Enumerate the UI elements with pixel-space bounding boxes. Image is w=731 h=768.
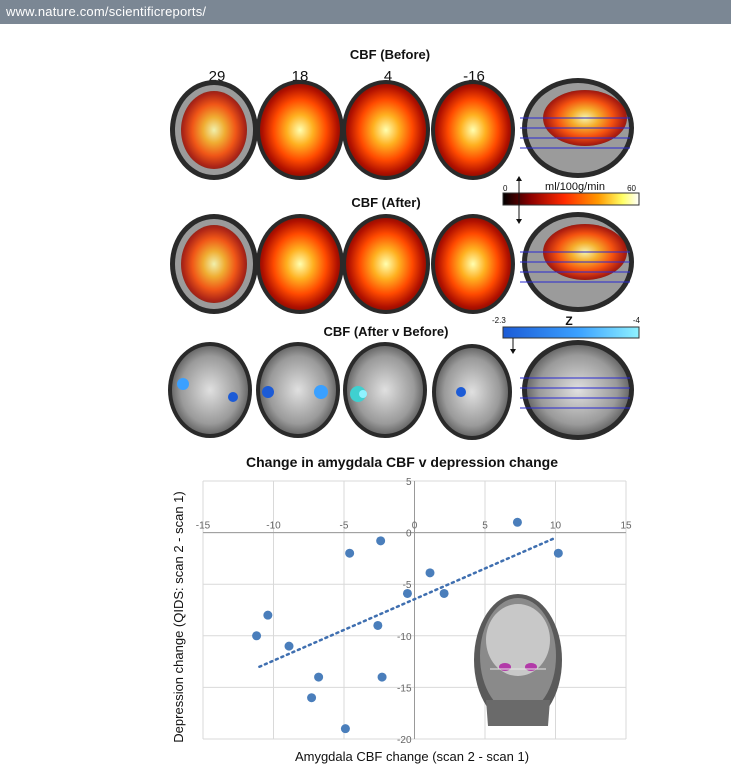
data-point-7 — [263, 610, 273, 620]
z-colorbar-max: -4 — [633, 316, 641, 325]
brain-slice-before-1 — [170, 80, 258, 180]
y-axis-label: Depression change (QIDS: scan 2 - scan 1… — [171, 491, 186, 742]
title-diff: CBF (After v Before) — [324, 324, 449, 339]
y-tick-label-0: 5 — [406, 477, 412, 488]
x-tick-label-2: -5 — [340, 521, 349, 532]
brain-slice-after-2 — [256, 214, 344, 314]
data-point-8 — [373, 620, 383, 630]
y-tick-label-2: -5 — [403, 580, 412, 591]
row-after — [170, 212, 634, 314]
x-axis-label: Amygdala CBF change (scan 2 - scan 1) — [295, 749, 529, 764]
scatter-plot: -15 -10 -5 0 5 10 15 5 0 -5 -10 -15 -20 — [196, 477, 632, 746]
figure: CBF (Before) 29 18 4 -16 — [168, 47, 641, 764]
x-tick-label-5: 10 — [550, 521, 562, 532]
data-point-3 — [345, 548, 355, 558]
brain-slice-before-2 — [256, 80, 344, 180]
chart-title: Change in amygdala CBF v depression chan… — [246, 454, 558, 470]
sagittal-before — [520, 78, 634, 178]
data-point-4 — [425, 568, 435, 578]
brain-slice-after-3 — [342, 214, 430, 314]
y-tick-label-5: -20 — [397, 735, 412, 746]
data-point-10 — [284, 641, 294, 651]
x-tick-label-4: 5 — [482, 521, 488, 532]
cbf-colorbar-min: 0 — [503, 184, 508, 193]
brain-slice-diff-1 — [168, 342, 252, 438]
brain-slice-diff-2 — [256, 342, 340, 438]
data-point-5 — [439, 588, 449, 598]
brain-slice-diff-3 — [343, 342, 427, 438]
z-colorbar-unit: Z — [565, 314, 572, 328]
title-after: CBF (After) — [351, 195, 420, 210]
cbf-colorbar-unit: ml/100g/min — [545, 181, 605, 193]
x-tick-label-3: 0 — [412, 521, 418, 532]
trendline — [258, 536, 557, 669]
journal-header-bar: www.nature.com/scientificreports/ — [0, 0, 731, 24]
brain-slice-before-3 — [342, 80, 430, 180]
slice-label-3: 4 — [384, 68, 392, 85]
journal-url[interactable]: www.nature.com/scientificreports/ — [6, 4, 207, 19]
z-colorbar: -2.3 Z -4 — [492, 314, 641, 354]
data-point-0 — [512, 517, 522, 527]
x-tick-label-0: -15 — [196, 521, 211, 532]
brain-slice-before-4 — [431, 80, 515, 180]
x-tick-label-1: -10 — [266, 521, 281, 532]
data-point-11 — [314, 672, 324, 682]
data-point-13 — [307, 693, 317, 703]
x-tick-label-6: 15 — [620, 521, 632, 532]
row-diff — [168, 340, 634, 440]
data-point-6 — [402, 588, 412, 598]
y-tick-label-3: -10 — [397, 632, 412, 643]
coronal-brain-inset — [474, 594, 562, 726]
data-point-9 — [252, 631, 262, 641]
sagittal-after — [520, 212, 634, 312]
data-point-12 — [377, 672, 387, 682]
brain-slice-after-4 — [431, 214, 515, 314]
data-point-14 — [340, 724, 350, 734]
row-before — [170, 78, 634, 180]
sagittal-diff — [520, 340, 634, 440]
brain-slice-after-1 — [170, 214, 258, 314]
z-colorbar-min: -2.3 — [492, 316, 506, 325]
y-tick-label-1: 0 — [406, 529, 412, 540]
title-before: CBF (Before) — [350, 47, 430, 62]
brain-slice-diff-4 — [432, 344, 512, 440]
cbf-colorbar-max: 60 — [627, 184, 636, 193]
data-point-1 — [376, 536, 386, 546]
cbf-colorbar: 0 ml/100g/min 60 — [502, 176, 640, 224]
y-tick-label-4: -15 — [397, 683, 412, 694]
data-point-2 — [553, 548, 563, 558]
